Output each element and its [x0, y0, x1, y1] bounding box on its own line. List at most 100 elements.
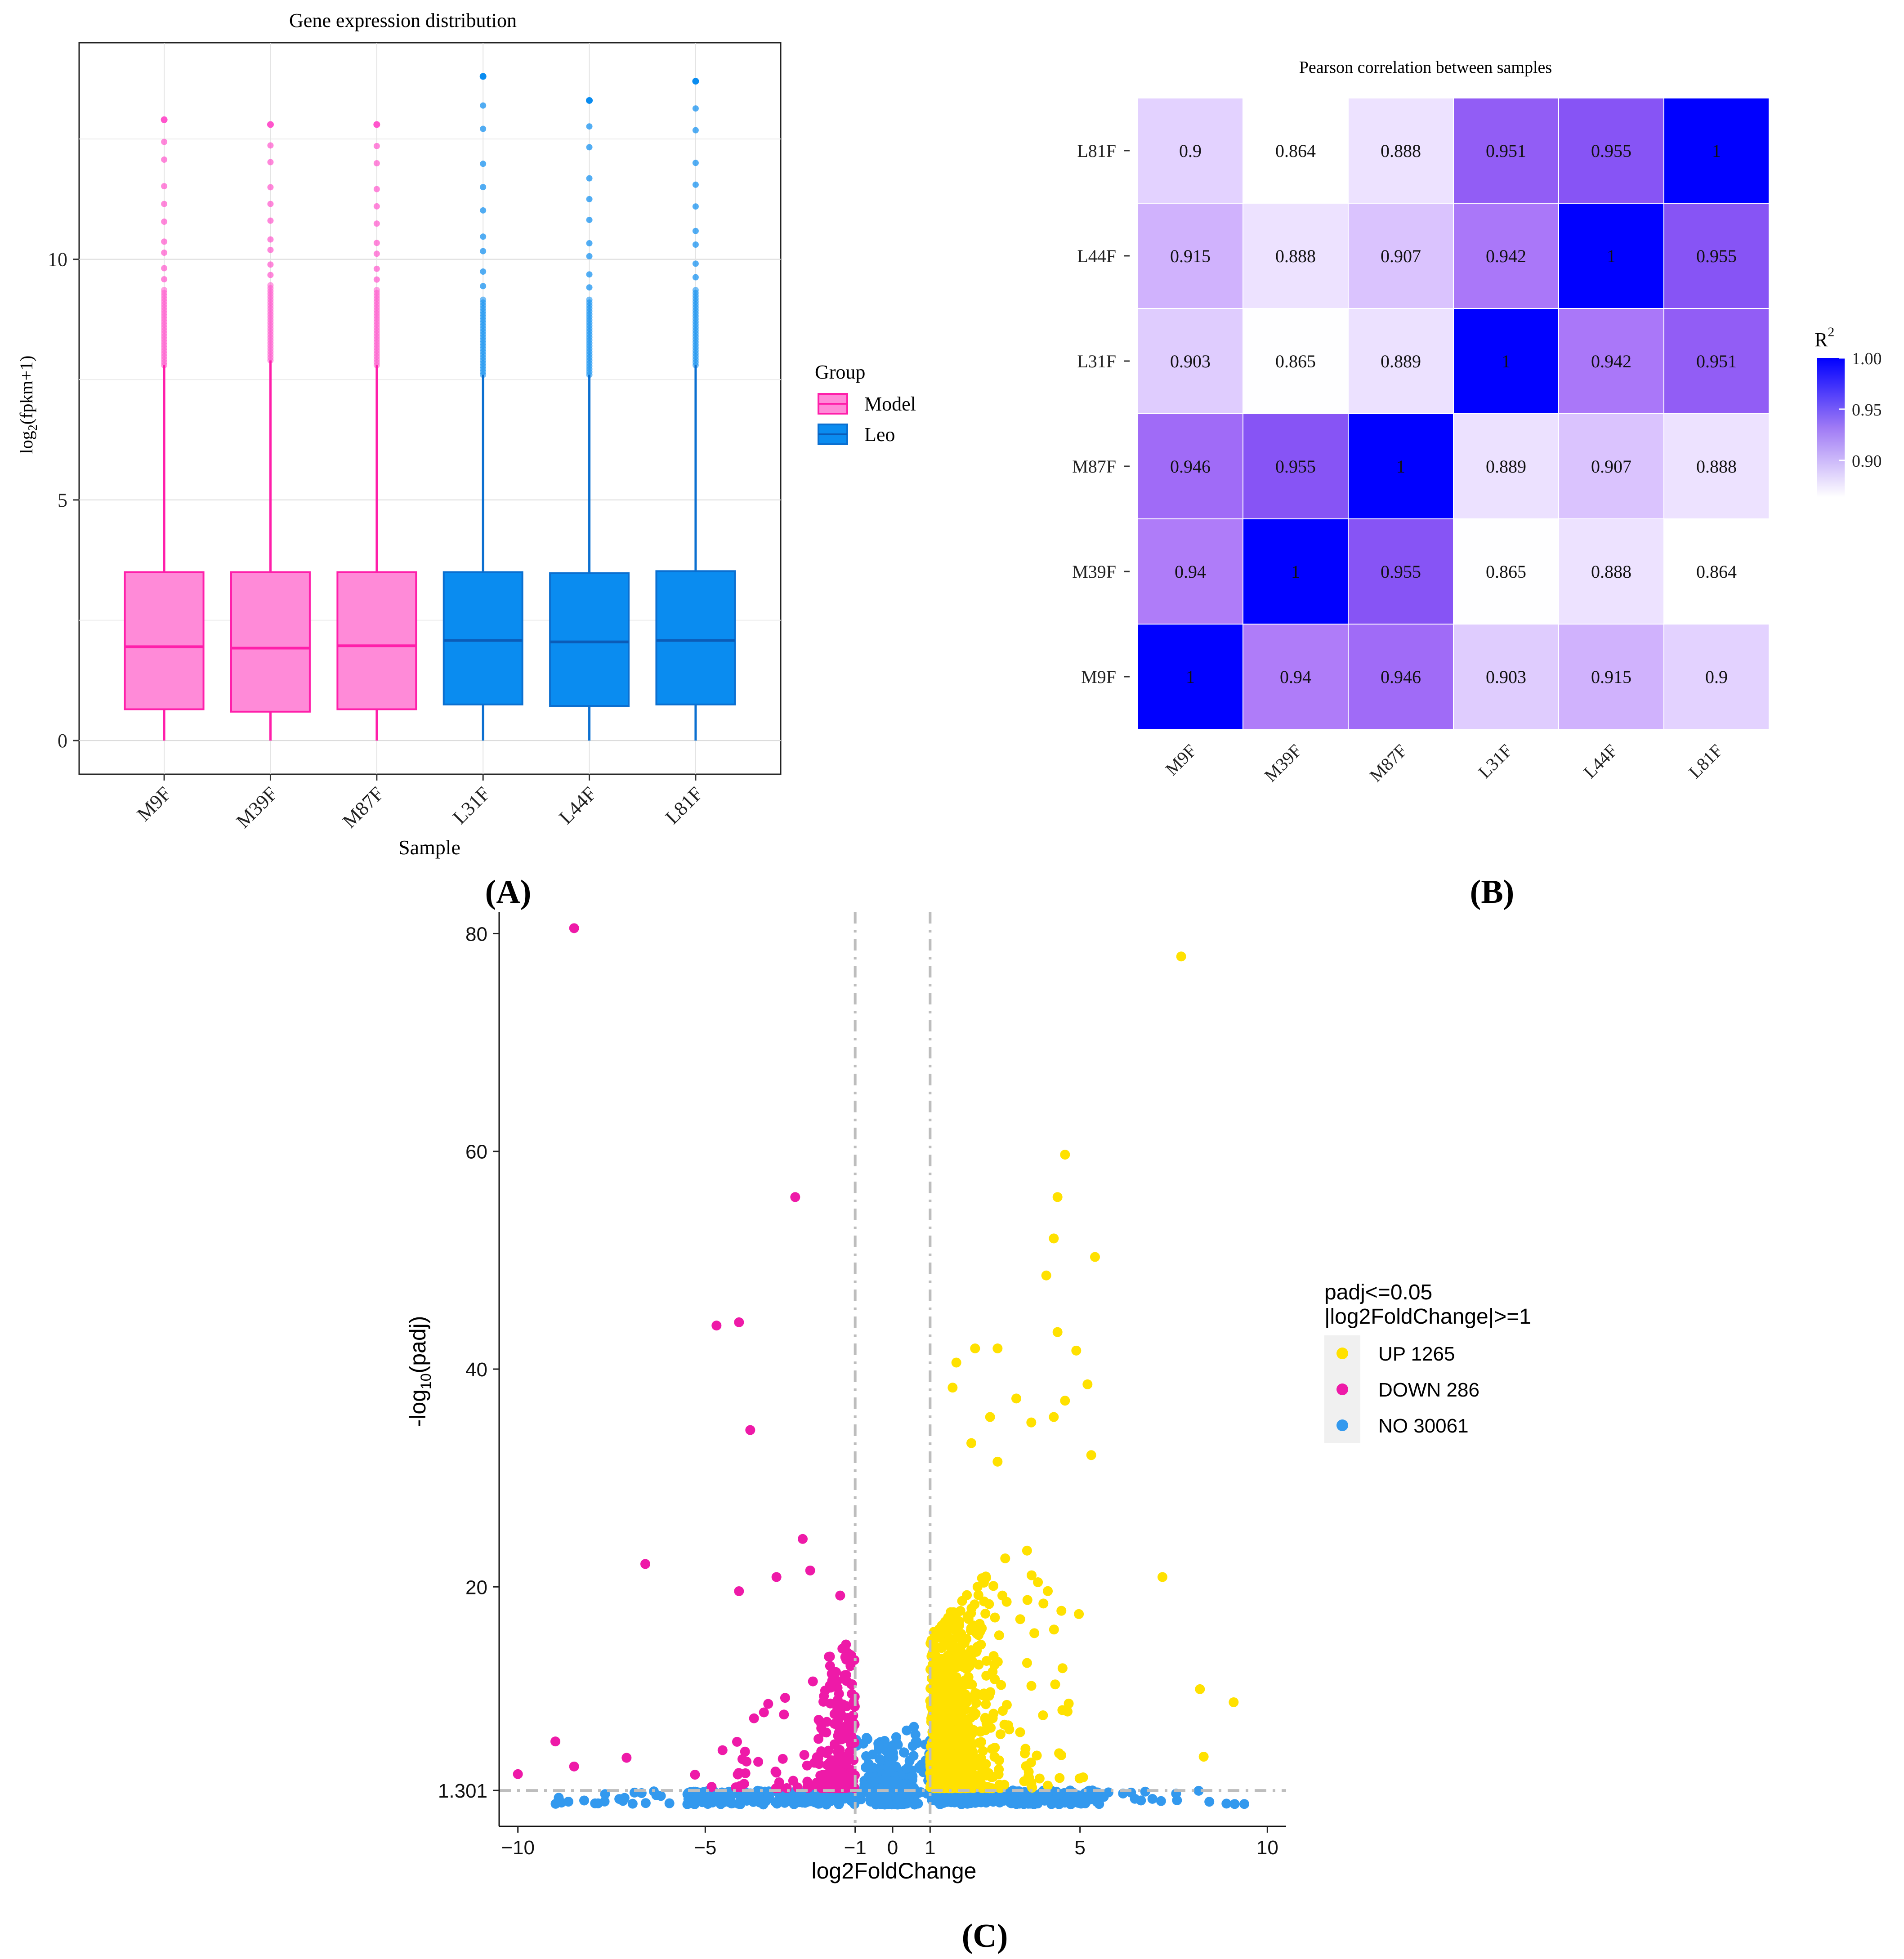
heatmap-cell-value: 0.888 [1275, 246, 1316, 266]
volcano-point-no [856, 1794, 866, 1805]
volcano-point-up [1022, 1595, 1032, 1605]
heatmap-row-label: L81F [1077, 141, 1116, 161]
volcano-point-up [1176, 951, 1186, 962]
heatmap-cell [1663, 203, 1770, 309]
volcano-point-up [938, 1708, 948, 1718]
volcano-point-up [970, 1599, 980, 1610]
box-outlier-point [586, 296, 593, 303]
heatmap-cell [1558, 98, 1664, 204]
box-outlier-point [267, 159, 274, 165]
volcano-point-down [790, 1192, 800, 1202]
box-outlier-point [692, 274, 699, 281]
heatmap-cell-value: 0.903 [1486, 667, 1526, 687]
volcano-x-tick-label: 1 [925, 1837, 935, 1859]
heatmap-cell [1348, 624, 1454, 730]
volcano-point-up [949, 1697, 959, 1708]
volcano-point-down [834, 1727, 844, 1737]
volcano-point-down [734, 1317, 744, 1327]
volcano-point-up [1195, 1684, 1205, 1694]
volcano-point-no [994, 1798, 1005, 1808]
volcano-point-up [931, 1687, 941, 1698]
volcano-point-up [995, 1729, 1006, 1740]
volcano-point-down [759, 1707, 769, 1718]
box-outlier-point [373, 240, 380, 246]
volcano-point-up [937, 1751, 948, 1761]
volcano-point-down [849, 1701, 860, 1711]
box-outlier-point [373, 250, 380, 257]
volcano-point-up [939, 1688, 949, 1698]
volcano-point-no [723, 1796, 733, 1806]
volcano-point-down [745, 1425, 755, 1435]
volcano-point-no [1064, 1797, 1074, 1807]
heatmap-cell [1558, 518, 1664, 625]
box-outlier-point [267, 261, 274, 268]
volcano-point-up [948, 1383, 958, 1393]
volcano-point-down [706, 1782, 717, 1792]
box-outlier-max [692, 78, 699, 85]
legend-label-leo: Leo [864, 424, 895, 446]
volcano-point-down [822, 1717, 832, 1727]
volcano-point-no [563, 1797, 573, 1807]
panel-label-b: (B) [1470, 874, 1515, 910]
heatmap-cell-value: 0.889 [1486, 456, 1526, 477]
volcano-point-up [994, 1630, 1004, 1641]
volcano-point-down [798, 1534, 808, 1544]
heatmap-cell [1453, 624, 1559, 730]
heatmap-cell [1137, 624, 1243, 730]
volcano-y-tick-label: 40 [465, 1359, 487, 1381]
boxplot-y-tick-label: 10 [48, 249, 67, 271]
volcano-point-down [805, 1565, 815, 1575]
volcano-point-up [978, 1690, 988, 1700]
volcano-point-up [1064, 1698, 1074, 1709]
volcano-point-down [825, 1698, 836, 1709]
box-outlier-max [267, 121, 274, 128]
box-iqr [124, 571, 205, 710]
box-outlier-point [161, 276, 168, 283]
volcano-point-up [1049, 1624, 1059, 1635]
volcano-x-tick-label: 10 [1256, 1837, 1278, 1859]
box-outlier-max [373, 121, 380, 128]
heatmap-cell-value: 0.865 [1486, 562, 1526, 582]
heatmap-cell-value: 1 [1607, 246, 1616, 266]
volcano-point-up [930, 1758, 940, 1769]
volcano-point-down [829, 1709, 840, 1719]
box-outlier-point [692, 287, 699, 294]
heatmap-cell-value: 0.946 [1381, 667, 1421, 687]
volcano-point-down [841, 1676, 852, 1686]
volcano-point-no [901, 1798, 912, 1809]
colorbar-gradient [1817, 358, 1845, 497]
volcano-point-no [664, 1798, 675, 1808]
volcano-point-up [930, 1659, 940, 1669]
heatmap-cell-value: 0.864 [1275, 141, 1316, 161]
volcano-point-up [978, 1746, 988, 1756]
volcano-point-up [960, 1724, 970, 1734]
volcano-point-no [1052, 1789, 1063, 1799]
volcano-point-no [1085, 1790, 1095, 1801]
volcano-point-up [925, 1768, 935, 1778]
box-outlier-point [480, 184, 487, 191]
volcano-y-tick-label: 60 [465, 1141, 487, 1163]
box-outlier-point [373, 220, 380, 227]
heatmap-cell [1243, 308, 1349, 414]
volcano-point-up [955, 1642, 965, 1652]
volcano-point-down [824, 1651, 834, 1662]
volcano-x-tick-label: −1 [844, 1837, 867, 1859]
box-outlier-point [480, 283, 487, 290]
volcano-legend-title-line2: |log2FoldChange|>=1 [1324, 1305, 1531, 1329]
box-m9f [124, 116, 205, 741]
volcano-point-up [971, 1698, 981, 1708]
volcano-point-up [981, 1656, 992, 1666]
volcano-point-down [640, 1559, 650, 1569]
volcano-point-no [1204, 1797, 1215, 1807]
box-iqr [655, 570, 736, 705]
panel-label-c: (C) [962, 1918, 1008, 1955]
box-outlier-point [480, 296, 487, 303]
heatmap-row-label: L44F [1077, 246, 1116, 266]
volcano-point-down [829, 1761, 840, 1772]
volcano-point-up [986, 1772, 997, 1782]
heatmap-cell-value: 0.915 [1170, 246, 1211, 266]
heatmap-cell-value: 0.915 [1591, 667, 1631, 687]
boxplot-y-tick-label: 0 [58, 730, 67, 752]
boxplot-legend-title: Group [815, 361, 865, 383]
volcano-point-up [981, 1759, 991, 1769]
